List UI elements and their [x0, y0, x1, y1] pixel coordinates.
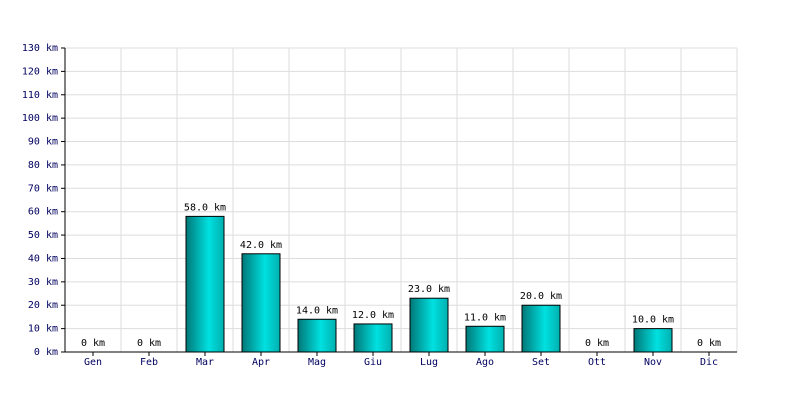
y-tick-label: 10 km: [28, 324, 58, 335]
data-label: 58.0 km: [184, 202, 226, 213]
x-tick-label: Mag: [308, 357, 326, 368]
bar: [633, 328, 673, 353]
y-tick-label: 90 km: [28, 137, 58, 148]
y-tick-label: 50 km: [28, 230, 58, 241]
x-tick-label: Apr: [252, 357, 270, 368]
x-tick-label: Ago: [476, 357, 494, 368]
y-tick-label: 60 km: [28, 207, 58, 218]
y-tick-label: 70 km: [28, 183, 58, 194]
data-label: 0 km: [137, 338, 161, 349]
x-tick-label: Mar: [196, 357, 214, 368]
y-tick-label: 130 km: [22, 43, 58, 54]
bar: [465, 325, 505, 353]
bar: [185, 215, 225, 353]
x-tick-label: Nov: [644, 357, 662, 368]
data-label: 20.0 km: [520, 291, 562, 302]
data-label: 11.0 km: [464, 312, 506, 323]
bar: [241, 253, 281, 353]
x-tick-label: Lug: [420, 357, 438, 368]
data-label: 0 km: [81, 338, 105, 349]
y-tick-label: 40 km: [28, 253, 58, 264]
x-tick-label: Set: [532, 357, 550, 368]
y-tick-label: 120 km: [22, 66, 58, 77]
y-tick-label: 0 km: [34, 347, 58, 358]
bar: [353, 323, 393, 353]
data-label: 42.0 km: [240, 240, 282, 251]
data-label: 23.0 km: [408, 284, 450, 295]
bar: [297, 318, 337, 353]
data-label: 0 km: [697, 338, 721, 349]
y-tick-label: 100 km: [22, 113, 58, 124]
data-label: 10.0 km: [632, 315, 674, 326]
x-tick-label: Ott: [588, 357, 606, 368]
y-tick-label: 30 km: [28, 277, 58, 288]
x-tick-label: Giu: [364, 357, 382, 368]
y-tick-label: 20 km: [28, 300, 58, 311]
y-tick-label: 80 km: [28, 160, 58, 171]
bar: [521, 304, 561, 353]
data-label: 0 km: [585, 338, 609, 349]
x-tick-label: Dic: [700, 357, 718, 368]
x-tick-label: Gen: [84, 357, 102, 368]
x-tick-label: Feb: [140, 357, 158, 368]
data-label: 12.0 km: [352, 310, 394, 321]
bar: [409, 297, 449, 353]
data-label: 14.0 km: [296, 305, 338, 316]
y-tick-label: 110 km: [22, 90, 58, 101]
